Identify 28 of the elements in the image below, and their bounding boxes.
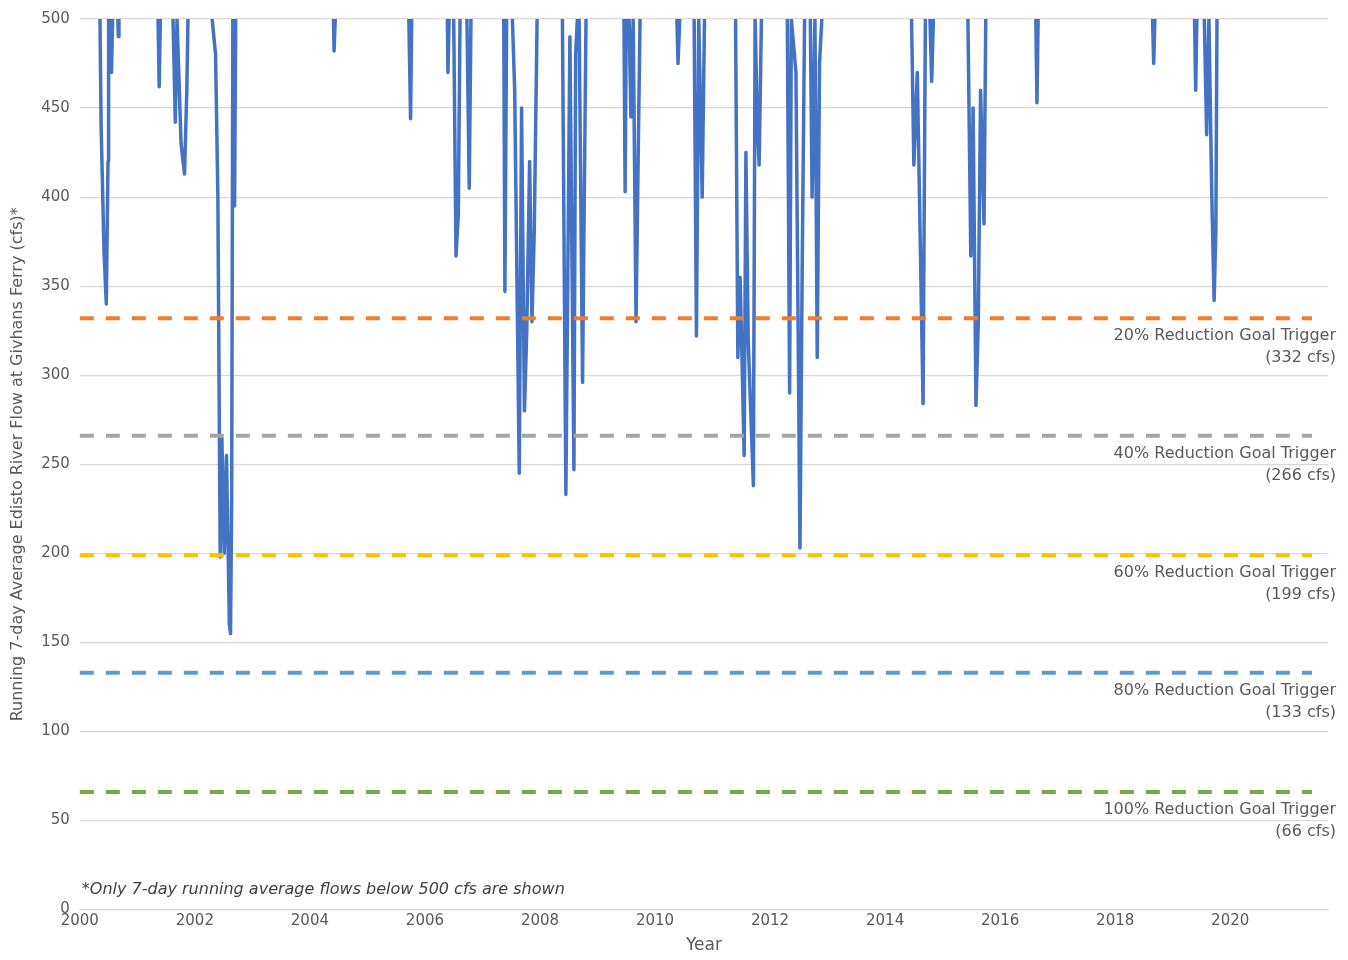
y-tick-label: 300 bbox=[41, 365, 70, 384]
ref-line-label: 40% Reduction Goal Trigger (266 cfs) bbox=[1113, 442, 1337, 484]
x-tick-label: 2008 bbox=[520, 911, 560, 930]
x-tick-label: 2004 bbox=[290, 911, 329, 930]
annotation: *Only 7-day running average flows below 500 cfs are shown bbox=[81, 878, 565, 898]
y-tick-label: 450 bbox=[41, 97, 70, 116]
x-tick-label: 2016 bbox=[981, 911, 1020, 930]
x-tick-label: 2010 bbox=[635, 911, 675, 930]
y-tick-label: 50 bbox=[50, 810, 70, 829]
y-tick-label: 400 bbox=[41, 187, 70, 206]
x-tick-label: 2020 bbox=[1211, 911, 1250, 930]
ref-line-label: 100% Reduction Goal Trigger (66 cfs) bbox=[1103, 799, 1337, 841]
y-tick-label: 250 bbox=[41, 454, 70, 473]
x-axis-title: Year bbox=[684, 934, 722, 955]
y-tick-label: 150 bbox=[41, 632, 70, 651]
x-tick-label: 2018 bbox=[1096, 911, 1135, 930]
x-tick-label: 2012 bbox=[750, 911, 790, 930]
ref-line-label: 60% Reduction Goal Trigger (199 cfs) bbox=[1113, 562, 1337, 604]
y-axis-title: Running 7-day Average Edisto River Flow at Givhans Ferry (cfs)* bbox=[6, 207, 26, 722]
x-tick-label: 2002 bbox=[175, 911, 214, 930]
y-tick-label: 350 bbox=[41, 276, 70, 295]
y-tick-label: 100 bbox=[41, 721, 70, 740]
y-tick-label: 500 bbox=[41, 8, 70, 27]
ref-line-label: 20% Reduction Goal Trigger (332 cfs) bbox=[1113, 325, 1337, 367]
x-tick-label: 2014 bbox=[866, 911, 905, 930]
y-tick-label: 200 bbox=[41, 543, 70, 562]
ref-line-label: 80% Reduction Goal Trigger (133 cfs) bbox=[1113, 679, 1337, 721]
x-tick-label: 2006 bbox=[405, 911, 445, 930]
